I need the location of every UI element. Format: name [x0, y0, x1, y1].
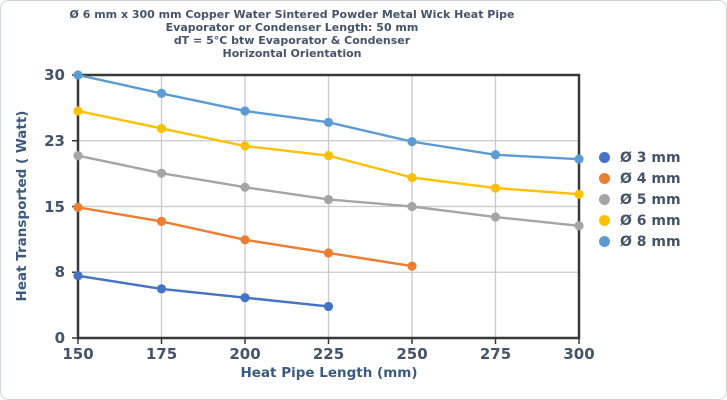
chart-title: Ø 6 mm x 300 mm Copper Water Sintered Po… [1, 8, 583, 60]
legend-item-d5: Ø 5 mm [599, 189, 681, 210]
legend-label: Ø 8 mm [620, 233, 681, 250]
x-tick-label: 275 [479, 345, 512, 363]
y-tick-label: 0 [54, 329, 65, 347]
data-point-marker [323, 248, 334, 258]
data-point-marker [490, 150, 501, 160]
legend-marker-icon [599, 215, 610, 226]
y-tick-label: 23 [44, 131, 65, 150]
legend-item-d8: Ø 8 mm [599, 231, 681, 252]
data-point-marker [240, 235, 250, 245]
data-point-marker [407, 261, 417, 271]
data-point-marker [323, 301, 334, 312]
legend-marker-icon [599, 236, 610, 247]
data-point-marker [407, 137, 417, 147]
x-tick-label: 150 [62, 345, 94, 363]
data-point-marker [156, 168, 167, 178]
data-point-marker [240, 106, 250, 116]
data-point-marker [73, 202, 83, 212]
data-point-marker [240, 182, 250, 192]
chart-title-line-1: Ø 6 mm x 300 mm Copper Water Sintered Po… [69, 8, 515, 21]
legend-item-d3: Ø 3 mm [599, 147, 681, 168]
y-tick-label: 15 [44, 197, 65, 216]
data-point-marker [73, 151, 83, 161]
legend-marker-icon [599, 173, 610, 184]
chart-title-line-2: Evaporator or Condenser Length: 50 mm [165, 21, 419, 34]
data-point-marker [407, 201, 417, 212]
legend-marker-icon [599, 152, 610, 163]
x-tick-label: 225 [312, 345, 345, 363]
data-point-marker [490, 212, 501, 222]
legend: Ø 3 mm Ø 4 mm Ø 5 mm Ø 6 mm Ø 8 mm [599, 147, 681, 252]
data-point-marker [574, 221, 584, 231]
chart-title-line-4: Horizontal Orientation [222, 47, 362, 60]
legend-label: Ø 3 mm [620, 149, 681, 166]
y-tick-label: 30 [44, 66, 65, 84]
series-line-Ø3mm [76, 274, 330, 308]
x-tick-label: 200 [229, 345, 261, 363]
data-point-marker [240, 293, 250, 303]
legend-label: Ø 4 mm [620, 170, 681, 187]
data-point-marker [323, 151, 334, 161]
legend-item-d6: Ø 6 mm [599, 210, 681, 231]
legend-item-d4: Ø 4 mm [599, 168, 681, 189]
data-point-marker [156, 88, 167, 99]
legend-label: Ø 5 mm [620, 191, 681, 208]
x-tick-label: 300 [563, 345, 595, 363]
data-point-marker [73, 106, 83, 116]
data-point-marker [407, 172, 417, 183]
data-point-marker [323, 117, 334, 127]
chart-title-line-3: dT = 5°C btw Evaporator & Condenser [173, 34, 411, 47]
data-point-marker [156, 284, 167, 294]
x-axis-title: Heat Pipe Length (mm) [240, 365, 418, 381]
data-point-marker [323, 194, 334, 205]
data-point-marker [574, 154, 584, 164]
data-point-marker [574, 189, 584, 199]
legend-label: Ø 6 mm [620, 212, 681, 229]
data-point-marker [156, 123, 167, 134]
data-point-marker [73, 70, 83, 80]
data-point-marker [240, 141, 250, 151]
y-tick-label: 8 [54, 263, 65, 282]
x-tick-label: 175 [145, 345, 178, 363]
data-point-marker [490, 183, 501, 193]
x-tick-label: 250 [396, 345, 428, 363]
data-point-marker [73, 271, 83, 281]
data-point-marker [156, 216, 167, 227]
legend-marker-icon [599, 194, 610, 205]
